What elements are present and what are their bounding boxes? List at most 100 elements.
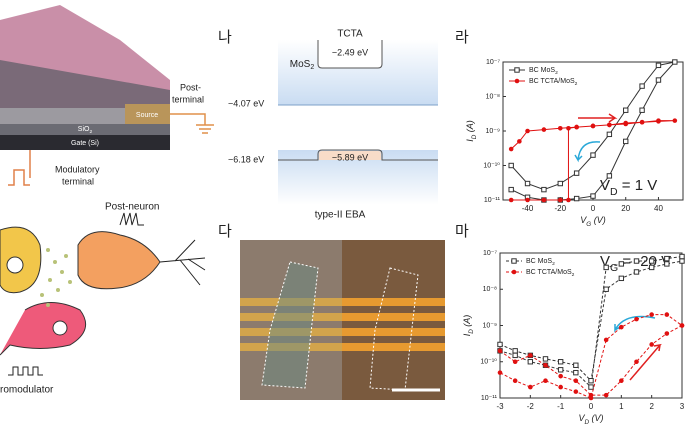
marker [603, 286, 609, 292]
marker [557, 367, 564, 373]
marker [557, 197, 563, 203]
annotation: VD = 1 V [600, 177, 657, 198]
marker [679, 253, 685, 260]
marker [512, 348, 518, 354]
marker [590, 193, 596, 199]
y-tick-label: 10⁻⁹ [483, 322, 497, 329]
y-tick-label: 10⁻⁸ [486, 93, 500, 100]
text-part: BC MoS [529, 67, 555, 74]
gate-label: Gate (Si) [71, 140, 99, 147]
y-tick-label: 10⁻¹⁰ [483, 161, 500, 169]
marker [512, 352, 518, 359]
marker [527, 359, 534, 365]
subscript: G [586, 221, 591, 228]
marker [623, 121, 629, 127]
panel-label: 라 [455, 29, 469, 46]
text-part: V [578, 413, 585, 423]
modulatory-label: Modulatory [55, 164, 100, 174]
marker [588, 378, 594, 384]
marker [512, 359, 518, 365]
subscript: D [468, 329, 475, 334]
marker [649, 312, 654, 317]
marker [508, 186, 514, 193]
x-tick-label: 3 [680, 402, 685, 411]
modulatory-label: terminal [62, 176, 94, 186]
marker [574, 124, 579, 130]
scale-label: 10 μm [399, 398, 433, 412]
text-part: V [600, 177, 610, 194]
legend-label: BC TCTA/MoS2 [526, 269, 575, 278]
marker [524, 180, 531, 187]
text-part: = 1 V [618, 177, 658, 194]
marker [541, 197, 547, 203]
text-part: (A) [462, 315, 472, 330]
post-terminal-label: terminal [172, 94, 204, 104]
x-tick-label: 20 [621, 204, 630, 213]
y-tick-label: 10⁻¹¹ [481, 395, 498, 402]
subscript: 2 [310, 64, 314, 71]
marker [542, 356, 549, 362]
marker [588, 384, 594, 390]
micrograph [240, 240, 445, 400]
marker [619, 324, 624, 330]
marker [664, 261, 670, 267]
subscript: 2 [555, 70, 558, 76]
legend-label: BC MoS2 [529, 67, 558, 76]
x-tick-label: -1 [557, 402, 565, 411]
marker [655, 77, 662, 83]
marker [672, 59, 678, 65]
text-part: (V) [589, 413, 604, 423]
marker [634, 316, 639, 322]
marker [664, 312, 670, 317]
marker [541, 127, 547, 132]
x-tick-label: -20 [554, 204, 566, 213]
marker [649, 342, 654, 347]
legend-marker [511, 258, 517, 264]
marker [512, 378, 518, 384]
marker [508, 162, 514, 169]
text-part: MoS [290, 59, 311, 70]
marker [541, 186, 547, 193]
y-tick-label: 10⁻⁹ [486, 128, 500, 135]
marker [623, 138, 629, 145]
x-tick-label: 0 [591, 204, 596, 213]
text-part: SiO [78, 126, 90, 133]
subscript: 2 [89, 129, 92, 135]
text-part: (A) [465, 120, 475, 135]
oxide-label: SiO2 [78, 126, 93, 135]
subscript: D [471, 134, 478, 139]
mos2-vb: −6.18 eV [228, 154, 264, 164]
tcta-homo: −5.89 eV [332, 152, 368, 162]
marker [633, 269, 640, 275]
x-axis-label: VD (V) [578, 413, 603, 426]
marker [618, 275, 625, 282]
marker [566, 125, 571, 131]
marker [623, 107, 629, 113]
series-line [499, 255, 683, 389]
text-part: V [580, 215, 587, 225]
legend-label: BC MoS2 [526, 258, 555, 267]
marker [606, 131, 613, 138]
device-illustration [0, 5, 214, 186]
y-axis-label: ID (A) [462, 315, 475, 337]
marker [590, 152, 596, 158]
marker [573, 362, 579, 368]
marker [607, 122, 612, 128]
legend-marker [511, 269, 517, 275]
marker [603, 392, 609, 398]
legend-label: BC TCTA/MoS2 [529, 78, 578, 87]
y-tick-label: 10⁻⁷ [483, 250, 497, 257]
marker [525, 197, 530, 203]
marker [664, 255, 670, 262]
neuron-illustration [0, 212, 206, 376]
band-caption: type-II EBA [315, 210, 366, 221]
subscript: 2 [552, 261, 555, 267]
marker [679, 258, 685, 264]
marker [573, 170, 580, 176]
marker [590, 123, 596, 129]
subscript: 2 [575, 81, 578, 87]
y-tick-label: 10⁻⁸ [483, 286, 497, 293]
text-part: BC TCTA/MoS [526, 269, 572, 276]
marker [528, 384, 533, 390]
